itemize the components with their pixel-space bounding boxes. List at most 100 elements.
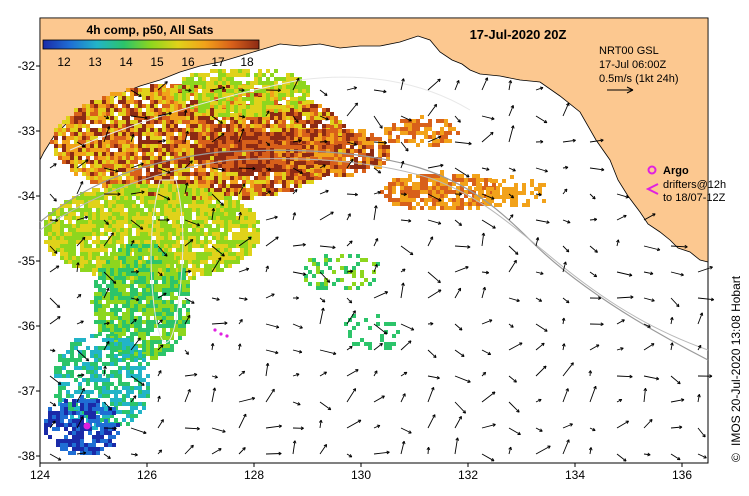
sst-pixel bbox=[408, 178, 412, 182]
sst-pixel bbox=[142, 402, 146, 406]
sst-pixel bbox=[316, 286, 320, 290]
sst-pixel bbox=[400, 198, 404, 202]
sst-pixel bbox=[298, 97, 302, 101]
sst-pixel bbox=[362, 149, 366, 153]
sst-pixel bbox=[222, 101, 226, 105]
sst-pixel bbox=[234, 73, 238, 77]
sst-pixel bbox=[186, 120, 190, 124]
sst-pixel bbox=[70, 124, 74, 128]
sst-pixel bbox=[374, 137, 378, 141]
sst-pixel bbox=[240, 248, 244, 252]
sst-pixel bbox=[188, 256, 192, 260]
sst-pixel bbox=[102, 124, 106, 128]
sst-pixel bbox=[98, 316, 102, 320]
sst-pixel bbox=[252, 212, 256, 216]
sst-pixel bbox=[294, 124, 298, 128]
sst-pixel bbox=[510, 175, 514, 179]
sst-pixel bbox=[122, 280, 126, 284]
sst-pixel bbox=[94, 152, 98, 156]
sst-pixel bbox=[134, 352, 138, 356]
sst-pixel bbox=[166, 348, 170, 352]
sst-pixel bbox=[74, 136, 78, 140]
sst-pixel bbox=[312, 262, 316, 266]
sst-pixel bbox=[440, 127, 444, 131]
sst-pixel bbox=[258, 116, 262, 120]
sst-pixel bbox=[122, 140, 126, 144]
sst-pixel bbox=[142, 284, 146, 288]
sst-pixel bbox=[190, 100, 194, 104]
sst-pixel bbox=[150, 340, 154, 344]
sst-pixel bbox=[112, 224, 116, 228]
sst-pixel bbox=[246, 113, 250, 117]
sst-pixel bbox=[78, 112, 82, 116]
sst-pixel bbox=[150, 304, 154, 308]
sst-pixel bbox=[182, 81, 186, 85]
sst-pixel bbox=[484, 178, 488, 182]
sst-pixel bbox=[78, 140, 82, 144]
sst-pixel bbox=[58, 358, 62, 362]
sst-pixel bbox=[90, 390, 94, 394]
sst-pixel bbox=[126, 402, 130, 406]
sst-pixel bbox=[154, 276, 158, 280]
sst-pixel bbox=[182, 160, 186, 164]
sst-pixel bbox=[140, 192, 144, 196]
sst-pixel bbox=[174, 116, 178, 120]
current-vector-head bbox=[318, 419, 323, 424]
sst-pixel bbox=[68, 419, 72, 423]
sst-pixel bbox=[266, 93, 270, 97]
sst-pixel bbox=[158, 156, 162, 160]
sst-pixel bbox=[178, 312, 182, 316]
sst-pixel bbox=[122, 100, 126, 104]
sst-pixel bbox=[182, 77, 186, 81]
sst-pixel bbox=[236, 260, 240, 264]
sst-pixel bbox=[258, 69, 262, 73]
sst-pixel bbox=[92, 403, 96, 407]
sst-pixel bbox=[236, 204, 240, 208]
sst-pixel bbox=[72, 244, 76, 248]
sst-pixel bbox=[202, 156, 206, 160]
current-vector bbox=[103, 232, 114, 247]
sst-pixel bbox=[108, 208, 112, 212]
sst-pixel bbox=[158, 264, 162, 268]
sst-pixel bbox=[358, 133, 362, 137]
sst-pixel bbox=[294, 145, 298, 149]
sst-pixel bbox=[104, 443, 108, 447]
sst-pixel bbox=[282, 188, 286, 192]
sst-pixel bbox=[122, 296, 126, 300]
sst-pixel bbox=[240, 232, 244, 236]
sst-pixel bbox=[248, 208, 252, 212]
current-vector-head bbox=[135, 297, 140, 302]
sst-pixel bbox=[82, 148, 86, 152]
sst-pixel bbox=[182, 144, 186, 148]
current-vector-head bbox=[184, 182, 189, 186]
sst-pixel bbox=[182, 116, 186, 120]
sst-pixel bbox=[316, 262, 320, 266]
sst-pixel bbox=[148, 220, 152, 224]
sst-pixel bbox=[104, 423, 108, 427]
current-vector bbox=[157, 139, 166, 143]
sst-pixel bbox=[266, 132, 270, 136]
sst-pixel bbox=[250, 113, 254, 117]
sst-pixel bbox=[84, 403, 88, 407]
sst-pixel bbox=[128, 216, 132, 220]
sst-pixel bbox=[392, 178, 396, 182]
sst-pixel bbox=[76, 411, 80, 415]
sst-pixel bbox=[412, 131, 416, 135]
sst-pixel bbox=[156, 196, 160, 200]
sst-pixel bbox=[270, 156, 274, 160]
sst-pixel bbox=[302, 124, 306, 128]
sst-pixel bbox=[92, 415, 96, 419]
sst-pixel bbox=[126, 342, 130, 346]
sst-pixel bbox=[494, 195, 498, 199]
current-vector bbox=[184, 89, 192, 92]
sst-pixel bbox=[154, 120, 158, 124]
sst-pixel bbox=[76, 216, 80, 220]
sst-pixel bbox=[118, 366, 122, 370]
sst-pixel bbox=[234, 124, 238, 128]
sst-pixel bbox=[224, 240, 228, 244]
sst-pixel bbox=[400, 202, 404, 206]
sst-pixel bbox=[98, 160, 102, 164]
sst-pixel bbox=[282, 184, 286, 188]
sst-pixel bbox=[134, 128, 138, 132]
sst-pixel bbox=[304, 274, 308, 278]
